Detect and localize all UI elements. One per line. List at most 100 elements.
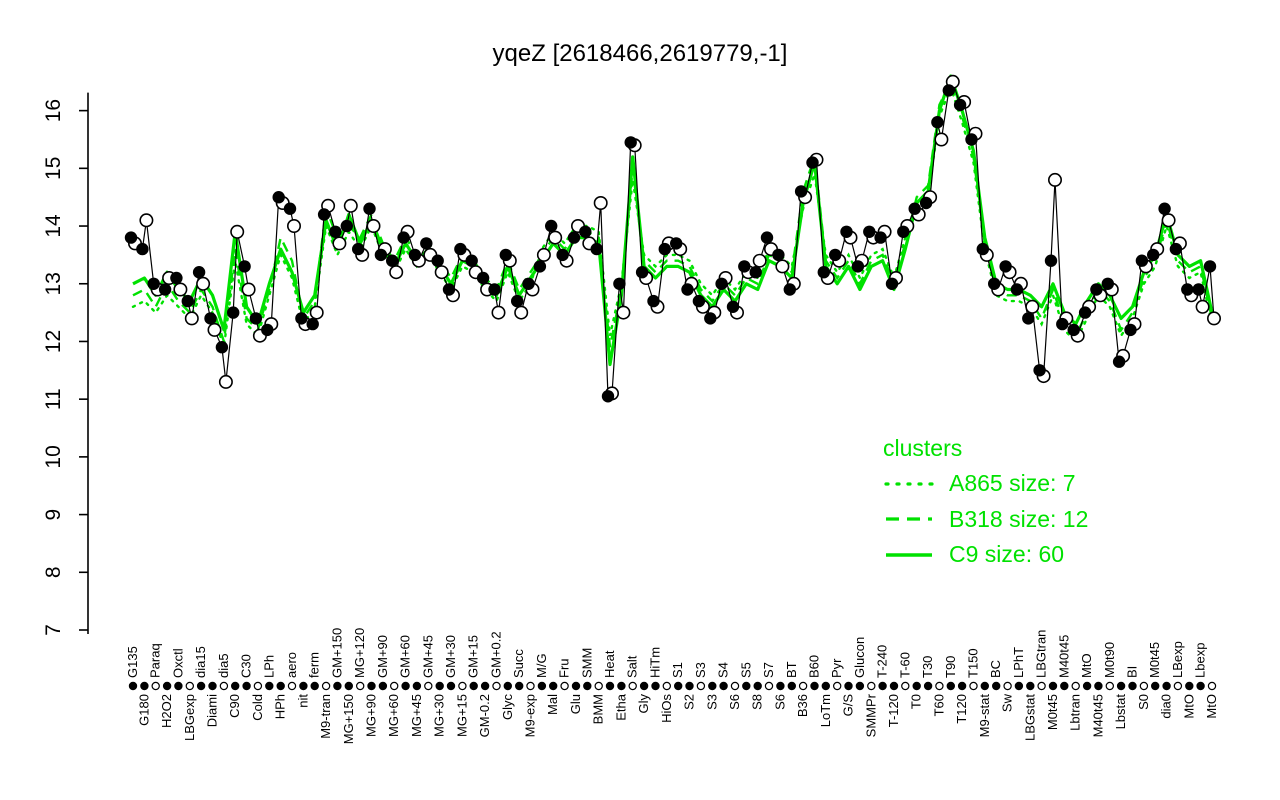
condition-tick-dot — [469, 681, 478, 691]
gene-point-filled — [522, 277, 535, 290]
condition-tick-dot — [1003, 681, 1012, 691]
condition-label: Lbexp — [1193, 643, 1208, 678]
svg-text:MtO: MtO — [1181, 694, 1196, 719]
svg-text:T-240: T-240 — [875, 645, 890, 678]
svg-text:aero: aero — [284, 652, 299, 678]
svg-text:S8: S8 — [750, 694, 765, 710]
condition-tick-dot — [196, 681, 206, 691]
y-tick-label: 12 — [42, 330, 65, 353]
svg-text:Oxctl: Oxctl — [170, 648, 185, 678]
svg-text:GM+15: GM+15 — [466, 635, 481, 678]
condition-label: Diami — [205, 694, 220, 727]
gene-point-filled — [704, 312, 717, 325]
svg-text:MG+120: MG+120 — [352, 628, 367, 678]
condition-label: S3 — [693, 662, 708, 678]
gene-point-filled — [431, 254, 444, 267]
legend-entry-a865: A865 size: 7 — [883, 470, 1088, 496]
condition-tick-dot — [571, 681, 581, 691]
gene-point-filled — [851, 260, 865, 273]
svg-text:MG+150: MG+150 — [341, 694, 356, 744]
svg-text:GM+30: GM+30 — [443, 635, 458, 678]
condition-label: GM+45 — [420, 635, 435, 678]
svg-text:14: 14 — [42, 214, 65, 238]
condition-tick-dot — [208, 681, 217, 691]
chart-title: yqeZ [2618466,2619779,-1] — [492, 40, 788, 67]
svg-text:MG+45: MG+45 — [409, 694, 424, 737]
svg-text:MG+60: MG+60 — [386, 694, 401, 737]
svg-text:HiTm: HiTm — [648, 647, 663, 678]
condition-tick-dot — [787, 681, 797, 691]
condition-label: B36 — [795, 694, 810, 717]
condition-label: C90 — [227, 694, 242, 718]
gene-point-filled — [1010, 283, 1024, 296]
condition-label: M9-exp — [523, 694, 538, 737]
gene-point-filled — [715, 277, 728, 290]
gene-point-open — [389, 265, 404, 280]
svg-text:SMMPr: SMMPr — [863, 693, 878, 737]
condition-label: M9-tran — [318, 694, 333, 739]
gene-point-filled — [1192, 283, 1205, 296]
condition-label: Lbstat — [1113, 694, 1128, 730]
gene-point-filled — [317, 208, 331, 221]
gene-point-filled — [511, 294, 524, 308]
condition-label: C30 — [239, 654, 254, 678]
condition-tick-dot — [617, 681, 626, 691]
condition-tick-dot — [390, 681, 399, 691]
svg-text:Glucon: Glucon — [852, 637, 867, 678]
condition-label: MG+15 — [454, 694, 469, 737]
condition-tick-dot — [242, 681, 251, 691]
gene-point-filled — [374, 248, 388, 262]
y-tick-label: 13 — [42, 272, 65, 295]
condition-label: Glu — [568, 694, 583, 714]
condition-tick-dot — [833, 681, 842, 691]
condition-tick-dot — [503, 681, 512, 691]
gene-point-filled — [1158, 202, 1171, 215]
gene-point-filled — [204, 312, 217, 325]
gene-point-filled — [601, 390, 615, 403]
condition-label: LPhT — [1011, 647, 1026, 678]
svg-text:Fru: Fru — [557, 659, 572, 679]
svg-text:Paraq: Paraq — [148, 643, 163, 678]
condition-label: M0t45 — [1045, 694, 1060, 730]
gene-point-filled — [647, 294, 660, 308]
gene-point-open — [139, 213, 154, 228]
condition-label: S7 — [761, 662, 776, 678]
svg-text:M/G: M/G — [534, 653, 549, 678]
condition-label: Lbtran — [1068, 694, 1083, 731]
gene-point-open — [343, 198, 358, 213]
gene-point-filled — [794, 185, 808, 198]
gene-point-filled — [488, 283, 501, 296]
condition-label: S5 — [738, 662, 753, 678]
svg-text:M40t45: M40t45 — [1090, 694, 1105, 737]
condition-tick-dot — [1139, 681, 1149, 691]
condition-tick-dot — [446, 681, 456, 691]
condition-label: HiTm — [648, 647, 663, 678]
svg-text:BT: BT — [784, 661, 799, 678]
condition-tick-dot — [628, 681, 637, 691]
condition-label: SMM — [579, 648, 594, 678]
gene-point-filled — [465, 254, 478, 267]
gene-point-filled — [999, 260, 1012, 273]
condition-label: G180 — [136, 694, 151, 726]
condition-label: T-60 — [897, 652, 912, 678]
condition-tick-dot — [651, 681, 660, 691]
condition-label: MG+45 — [409, 694, 424, 737]
svg-text:MtO: MtO — [1079, 653, 1094, 678]
condition-label: T-120 — [886, 694, 901, 727]
svg-text:BMM: BMM — [591, 694, 606, 724]
condition-tick-dot — [140, 681, 149, 691]
y-tick-label: 16 — [42, 99, 65, 122]
gene-point-filled — [261, 323, 274, 337]
gene-point-filled — [965, 133, 978, 146]
condition-label: Glyc — [500, 694, 515, 721]
gene-point-filled — [1022, 312, 1035, 325]
gene-point-filled — [181, 294, 194, 308]
svg-text:S3: S3 — [704, 694, 719, 710]
condition-label: S6 — [727, 694, 742, 710]
gene-point-open — [434, 265, 449, 280]
gene-point-filled — [931, 116, 944, 129]
svg-text:GM+0.2: GM+0.2 — [489, 631, 504, 678]
